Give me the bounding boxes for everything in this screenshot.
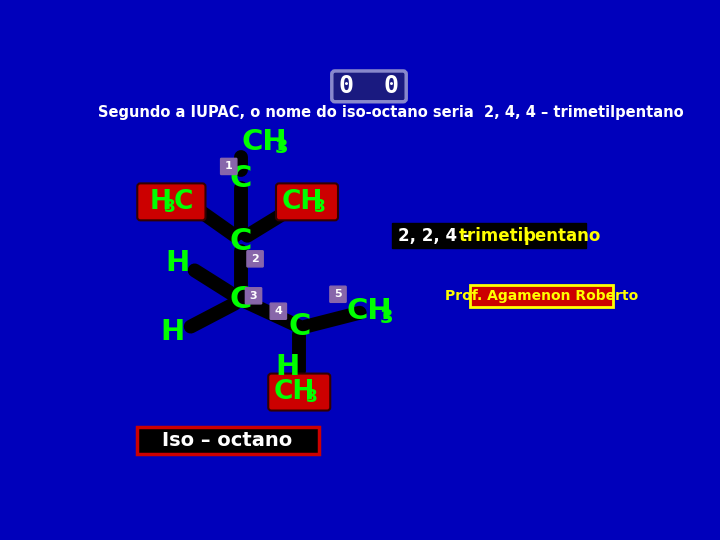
Text: 3: 3 xyxy=(306,388,318,407)
FancyBboxPatch shape xyxy=(270,303,287,319)
Text: 1: 1 xyxy=(225,161,233,171)
Text: CH: CH xyxy=(282,189,323,215)
Text: 5: 5 xyxy=(334,289,342,299)
FancyBboxPatch shape xyxy=(269,374,330,410)
Text: H: H xyxy=(276,353,300,381)
Text: 3: 3 xyxy=(379,308,393,327)
FancyBboxPatch shape xyxy=(392,224,586,248)
FancyBboxPatch shape xyxy=(138,184,205,220)
Text: 4: 4 xyxy=(274,306,282,316)
FancyBboxPatch shape xyxy=(276,184,338,220)
FancyBboxPatch shape xyxy=(247,251,264,267)
Text: 3: 3 xyxy=(164,198,176,216)
FancyBboxPatch shape xyxy=(137,428,319,454)
Text: Iso – octano: Iso – octano xyxy=(163,431,293,450)
Text: CH: CH xyxy=(346,297,392,325)
Text: 3: 3 xyxy=(313,198,325,216)
Text: 0  0: 0 0 xyxy=(339,75,399,98)
Text: 2, 2, 4 –: 2, 2, 4 – xyxy=(398,227,477,245)
Text: C: C xyxy=(174,189,194,215)
FancyBboxPatch shape xyxy=(330,286,346,302)
Text: C: C xyxy=(288,312,310,341)
Text: H: H xyxy=(161,318,185,346)
Text: 2: 2 xyxy=(251,254,259,264)
FancyBboxPatch shape xyxy=(246,288,261,304)
Text: Prof. Agamenon Roberto: Prof. Agamenon Roberto xyxy=(445,289,638,303)
Text: C: C xyxy=(230,285,252,314)
Text: Segundo a IUPAC, o nome do iso-octano seria  2, 4, 4 – trimetilpentano: Segundo a IUPAC, o nome do iso-octano se… xyxy=(98,105,683,120)
Text: H: H xyxy=(166,249,189,276)
FancyBboxPatch shape xyxy=(220,158,237,174)
FancyBboxPatch shape xyxy=(332,71,406,102)
Text: H: H xyxy=(150,189,171,215)
Text: C: C xyxy=(230,164,252,193)
Text: C: C xyxy=(230,227,252,256)
Text: CH: CH xyxy=(274,379,315,405)
Text: 3: 3 xyxy=(274,138,288,158)
Text: trimetil: trimetil xyxy=(459,227,534,245)
FancyBboxPatch shape xyxy=(469,285,613,307)
Text: 3: 3 xyxy=(250,291,257,301)
Text: CH: CH xyxy=(242,128,287,156)
Text: pentano: pentano xyxy=(524,227,601,245)
